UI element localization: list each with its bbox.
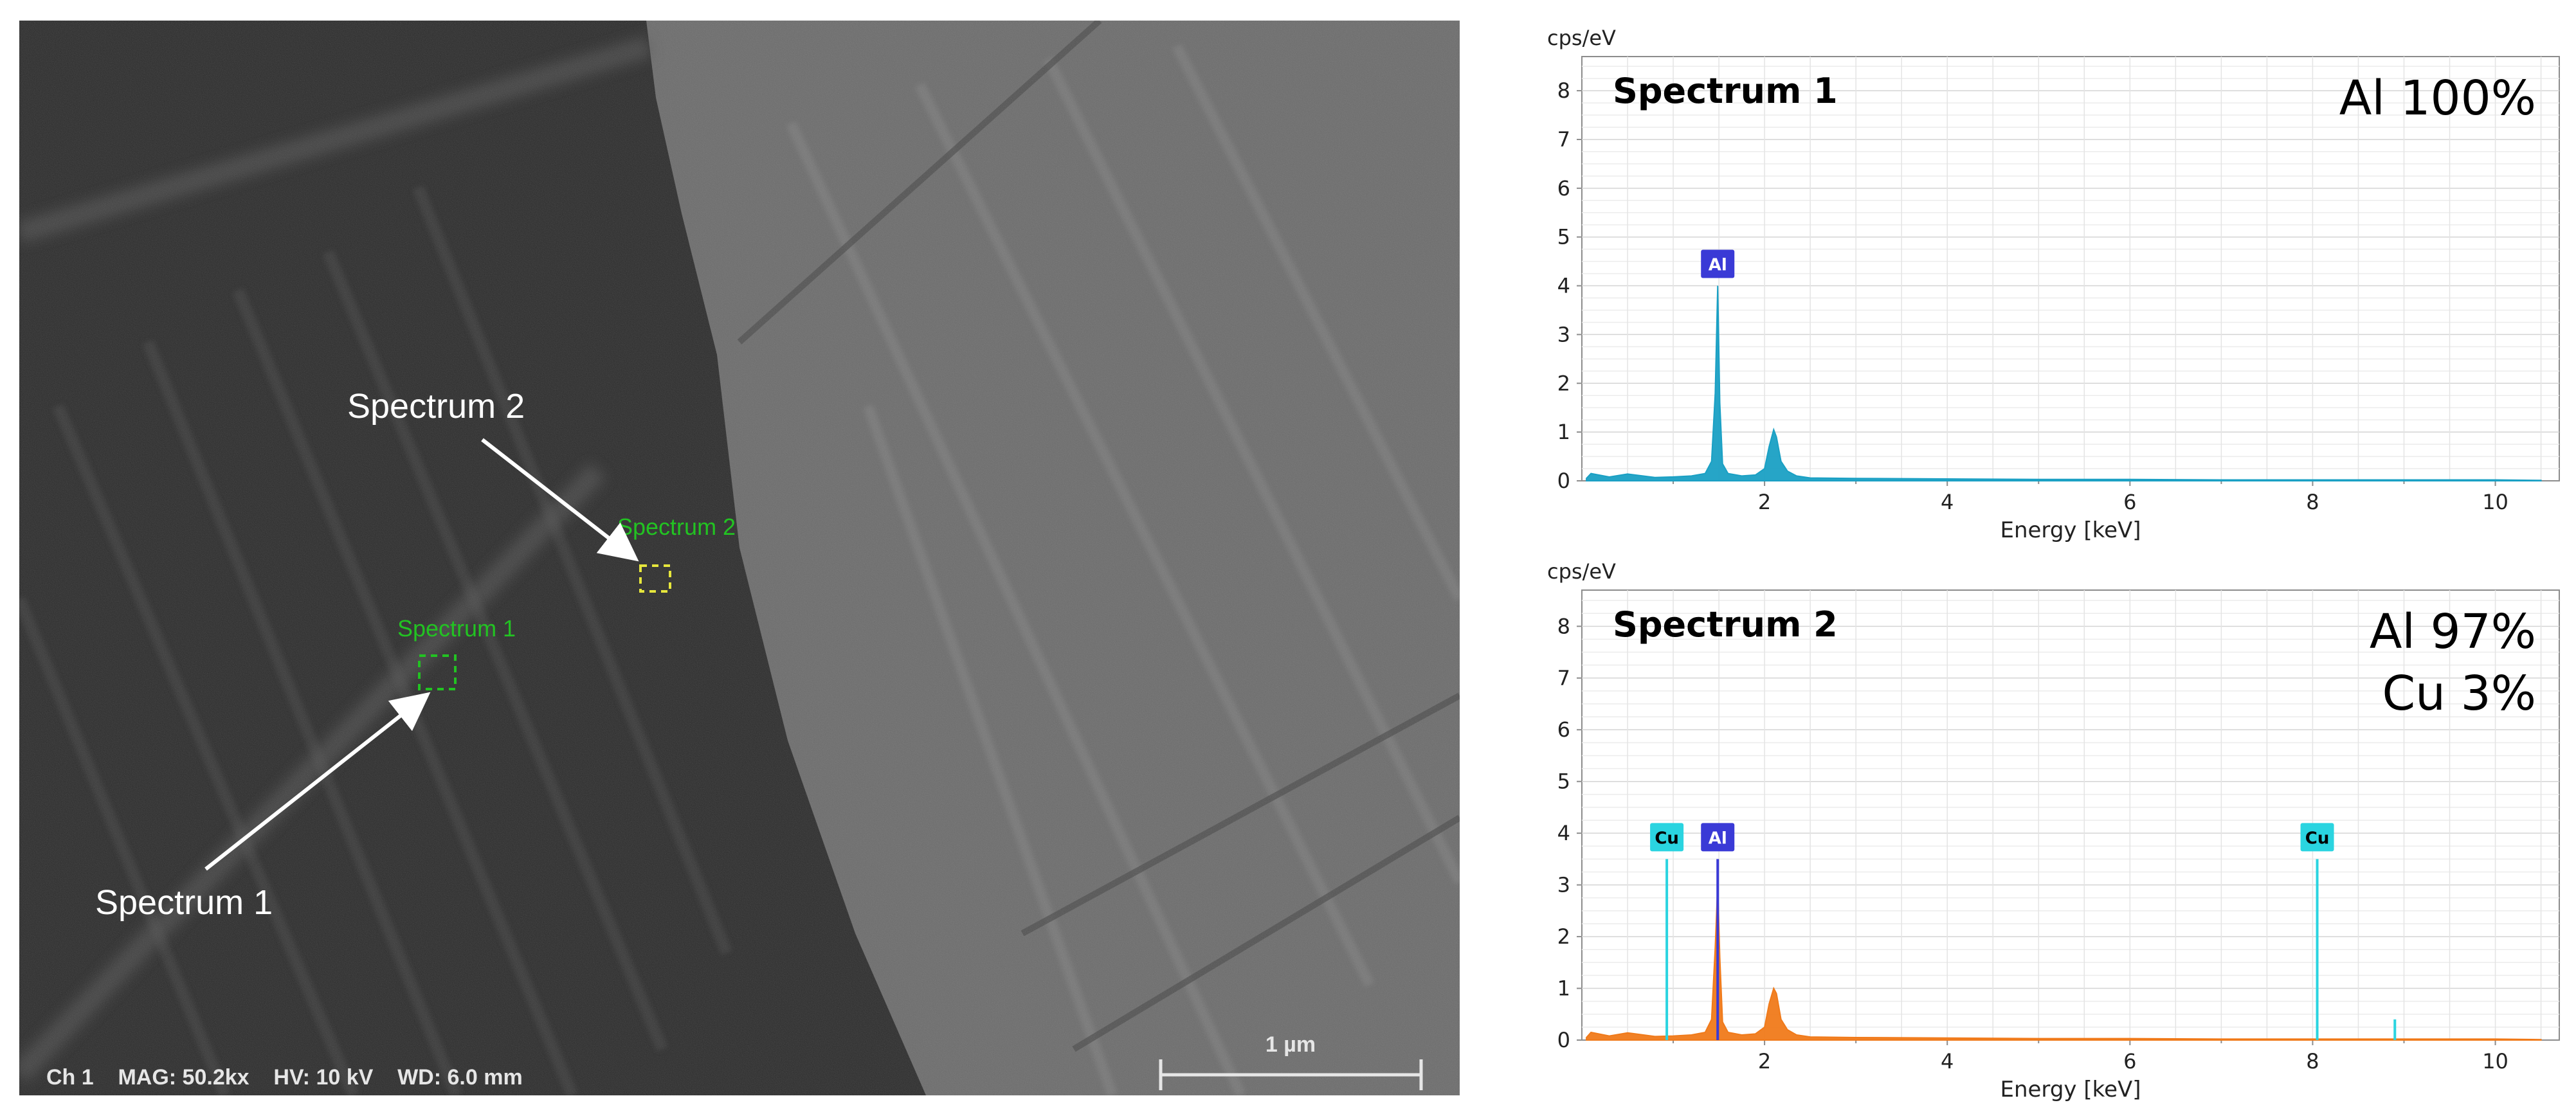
chart-2-composition-1: Al 97% — [2370, 604, 2536, 660]
image-noise — [19, 21, 1460, 1095]
chart-1-composition-1: Al 100% — [2339, 71, 2536, 126]
chart-2-x-axis-label: Energy [keV] — [2000, 1077, 2141, 1102]
sem-info-bar: Ch 1 MAG: 50.2kx HV: 10 kV WD: 6.0 mm — [46, 1065, 523, 1090]
spectrum-1-region-marker — [418, 654, 457, 690]
spectrum-1-arrow — [204, 692, 431, 871]
chart-1-y-tick-label: 1 — [1557, 420, 1570, 444]
chart-2-x-tick-label: 2 — [1758, 1049, 1771, 1074]
chart-1-y-tick-label: 7 — [1557, 127, 1570, 152]
chart-2-x-tick-label: 4 — [1941, 1049, 1954, 1074]
chart-1-x-tick-label: 4 — [1941, 490, 1954, 514]
chart-1-x-axis-label: Energy [keV] — [2000, 517, 2141, 543]
chart-2-y-tick-label: 5 — [1557, 769, 1570, 794]
chart-2-y-tick-label: 3 — [1557, 873, 1570, 897]
chart-1-x-tick-label: 8 — [2306, 490, 2319, 514]
chart-1-title: Spectrum 1 — [1613, 71, 1838, 111]
chart-2-title: Spectrum 2 — [1613, 604, 1838, 645]
chart-2-y-tick-label: 1 — [1557, 976, 1570, 1001]
chart-2-peak-label-2: Al — [1709, 829, 1727, 848]
chart-2-y-axis-label: cps/eV — [1547, 559, 1616, 584]
chart-2-y-tick-label: 2 — [1557, 924, 1570, 949]
scale-bar-label: 1 µm — [1265, 1032, 1316, 1057]
chart-1-x-tick-label: 6 — [2123, 490, 2136, 514]
chart-1-y-axis-label: cps/eV — [1547, 26, 1616, 50]
chart-2-y-tick-label: 4 — [1557, 821, 1570, 845]
sem-image-canvas: Spectrum 2 Spectrum 1 Spectrum 2 Spectru… — [19, 21, 1460, 1095]
chart-1-series-1-area — [1586, 285, 2542, 481]
chart-2-y-tick-label: 7 — [1557, 666, 1570, 690]
spectrum-2-region-marker — [639, 564, 671, 593]
spectrum-2-arrow — [481, 438, 639, 562]
chart-2-x-tick-label: 8 — [2306, 1049, 2319, 1074]
chart-2-peak-label-3: Cu — [2305, 829, 2330, 848]
chart-2-peak-label-1: Cu — [1655, 829, 1679, 848]
chart-2-x-tick-label: 10 — [2482, 1049, 2508, 1074]
chart-2-peak-label-box-2 — [1701, 823, 1735, 852]
chart-1-y-tick-label: 8 — [1557, 78, 1570, 103]
chart-1-y-tick-label: 0 — [1557, 469, 1570, 493]
chart-1-y-tick-label: 3 — [1557, 322, 1570, 346]
chart-1-y-tick-label: 4 — [1557, 274, 1570, 298]
spectrum-2-region-label: Spectrum 2 — [617, 514, 736, 540]
chart-2-y-tick-label: 8 — [1557, 614, 1570, 638]
sem-micrograph: Spectrum 2 Spectrum 1 Spectrum 2 Spectru… — [19, 21, 1460, 1095]
chart-1-x-tick-label: 10 — [2482, 490, 2508, 514]
chart-2-x-tick-label: 6 — [2123, 1049, 2136, 1074]
chart-1-peak-label-1: Al — [1709, 256, 1727, 275]
chart-2-peak-label-box-1 — [1650, 823, 1684, 852]
spectrum-1-callout: Spectrum 1 — [95, 883, 273, 922]
chart-1-y-tick-label: 6 — [1557, 176, 1570, 201]
chart-2-composition-2: Cu 3% — [2382, 666, 2537, 721]
chart-1-peak-label-box-1 — [1701, 249, 1735, 278]
chart-2-series-1-area — [1586, 885, 2542, 1041]
scale-bar — [1159, 1059, 1423, 1090]
chart-1-y-tick-label: 2 — [1557, 371, 1570, 395]
eds-spectrum-1-chart: 0 1 2 3 4 5 6 7 8 2 4 6 8 10 cps/eV Energy [keV] Spectru… — [1547, 26, 2560, 543]
spectrum-2-callout: Spectrum 2 — [347, 387, 525, 426]
chart-1-x-tick-label: 2 — [1758, 490, 1771, 514]
chart-2-y-tick-label: 6 — [1557, 717, 1570, 742]
chart-2-y-tick-label: 0 — [1557, 1028, 1570, 1052]
chart-1-y-tick-label: 5 — [1557, 225, 1570, 249]
eds-spectrum-2-chart: 0 1 2 3 4 5 6 7 8 2 4 6 8 10 cps/eV Energy [keV] Spectru… — [1547, 559, 2560, 1102]
spectrum-1-region-label: Spectrum 1 — [397, 615, 516, 642]
chart-2-peak-label-box-3 — [2300, 823, 2334, 852]
